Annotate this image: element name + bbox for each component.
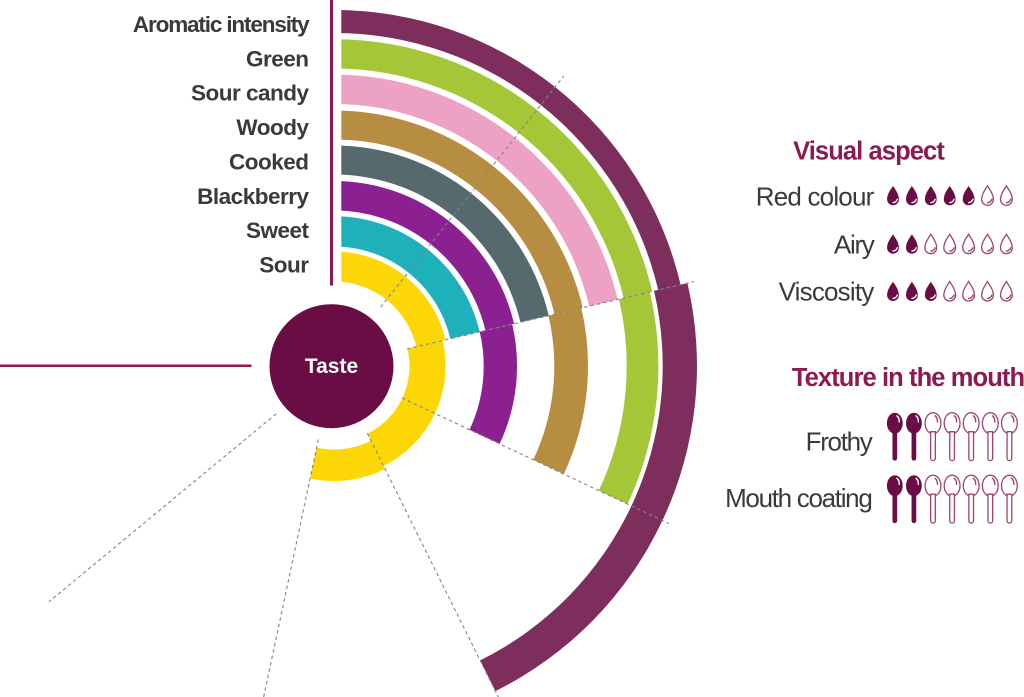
svg-text:Visual aspect: Visual aspect xyxy=(793,138,945,166)
svg-text:Texture in the mouth: Texture in the mouth xyxy=(792,364,1024,392)
svg-text:Sour candy: Sour candy xyxy=(191,81,310,106)
svg-text:Woody: Woody xyxy=(236,115,309,140)
svg-text:Mouth coating: Mouth coating xyxy=(725,483,871,513)
svg-text:Frothy: Frothy xyxy=(806,426,873,456)
svg-text:Sour: Sour xyxy=(259,253,309,278)
svg-text:Taste: Taste xyxy=(305,355,358,378)
svg-text:Cooked: Cooked xyxy=(229,149,309,174)
svg-text:Blackberry: Blackberry xyxy=(197,184,309,209)
svg-text:Green: Green xyxy=(246,46,309,71)
svg-text:Viscosity: Viscosity xyxy=(779,276,875,306)
svg-text:Aromatic intensity: Aromatic intensity xyxy=(133,12,310,37)
svg-text:Sweet: Sweet xyxy=(246,218,310,243)
svg-text:Airy: Airy xyxy=(834,229,875,259)
svg-text:Red colour: Red colour xyxy=(756,181,875,211)
